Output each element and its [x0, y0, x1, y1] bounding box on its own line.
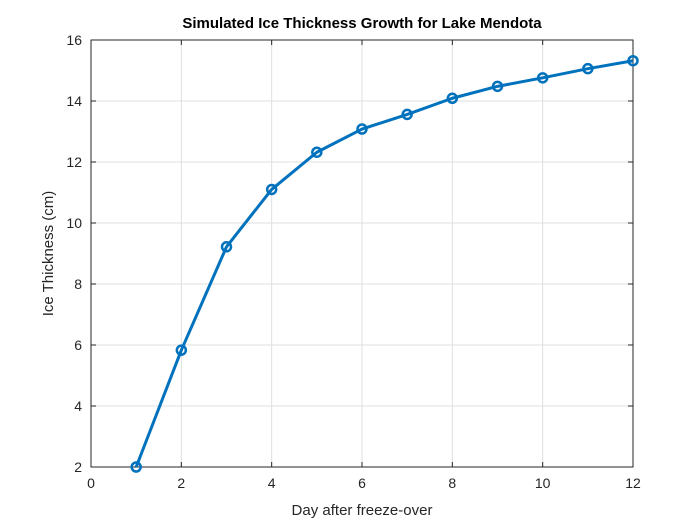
data-point: [627, 54, 639, 67]
series-group: [130, 54, 639, 473]
x-tick-label: 12: [625, 475, 641, 491]
y-tick-label: 12: [66, 154, 82, 170]
y-tick-label: 10: [66, 215, 82, 231]
data-point: [265, 183, 278, 196]
y-tick-label: 8: [74, 276, 82, 292]
y-tick-label: 16: [66, 32, 82, 48]
data-point: [491, 80, 504, 93]
x-tick-label: 10: [535, 475, 551, 491]
x-tick-label: 6: [358, 475, 366, 491]
y-axis-label: Ice Thickness (cm): [40, 191, 57, 317]
y-tick-label: 2: [74, 459, 82, 475]
series-line: [134, 59, 634, 468]
data-point: [446, 92, 459, 105]
y-tick-label: 14: [66, 93, 82, 109]
data-point: [401, 108, 413, 121]
grid: [90, 39, 634, 468]
data-point: [175, 344, 188, 356]
x-tick-label: 4: [268, 475, 276, 491]
data-point: [582, 62, 594, 75]
x-tick-label: 2: [177, 475, 185, 491]
data-point: [220, 241, 233, 253]
x-tick-label: 0: [87, 475, 95, 491]
x-axis-label: Day after freeze-over: [292, 502, 433, 519]
data-point: [130, 461, 142, 473]
data-point: [356, 123, 368, 135]
chart-title: Simulated Ice Thickness Growth for Lake …: [182, 15, 542, 32]
x-tick-label: 8: [448, 475, 456, 491]
data-point: [311, 146, 323, 158]
data-point: [536, 72, 549, 84]
y-tick-label: 6: [74, 337, 82, 353]
y-tick-label: 4: [74, 398, 82, 414]
